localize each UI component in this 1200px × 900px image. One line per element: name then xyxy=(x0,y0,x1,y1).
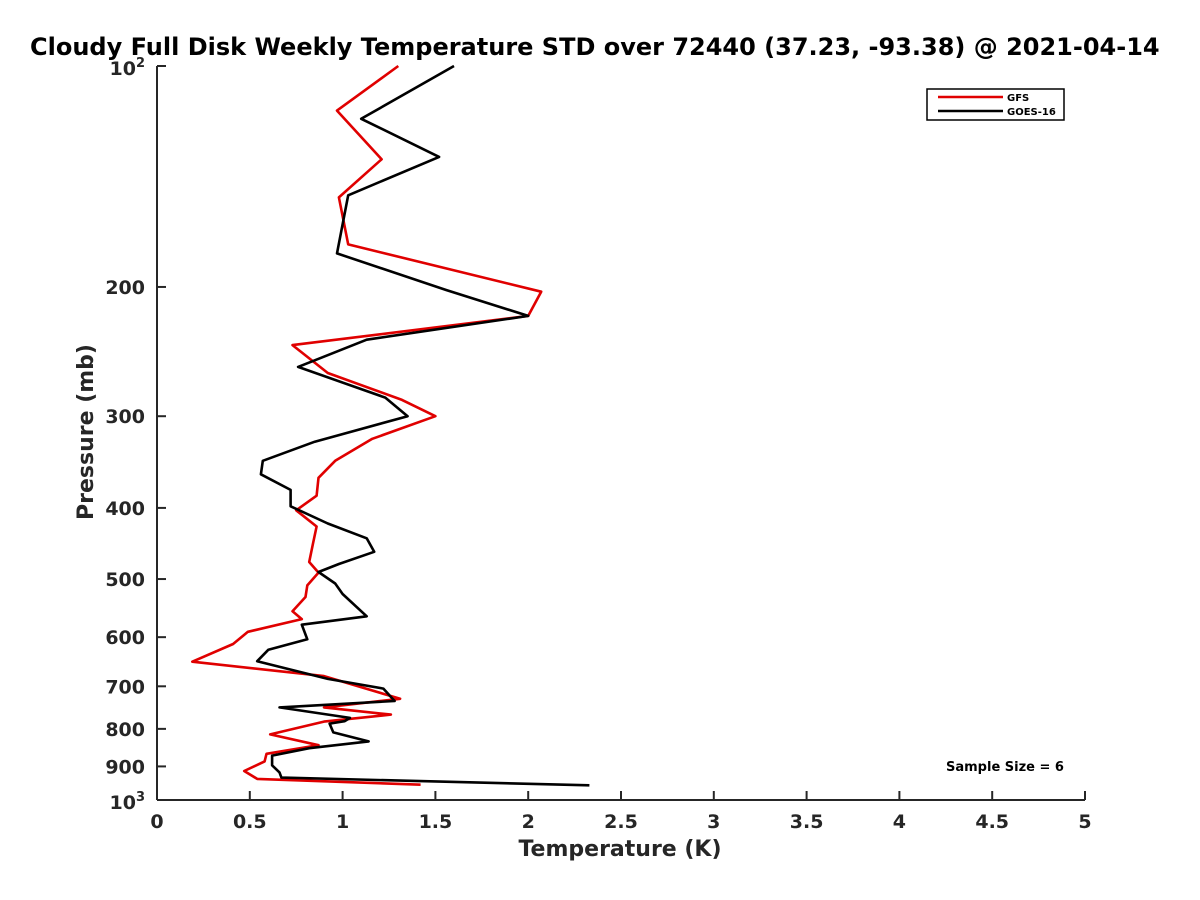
x-tick-label: 3 xyxy=(707,811,720,833)
series-lines xyxy=(191,64,590,787)
y-tick-label: 200 xyxy=(105,277,145,299)
y-tick-label: 400 xyxy=(105,498,145,520)
x-tick-label: 3.5 xyxy=(790,811,824,833)
y-tick-exponent: 3 xyxy=(136,790,145,805)
y-tick-label: 300 xyxy=(105,406,145,428)
legend-box xyxy=(926,88,1065,121)
y-tick-label: 600 xyxy=(105,627,145,649)
legend-label: GFS xyxy=(1007,93,1029,104)
x-tick-label: 1.5 xyxy=(419,811,453,833)
x-tick-label: 1 xyxy=(336,811,349,833)
y-axis-label: Pressure (mb) xyxy=(74,344,99,520)
y-tick-label-power: 102 xyxy=(110,56,146,80)
y-tick-label: 500 xyxy=(105,569,145,591)
x-tick-label: 5 xyxy=(1078,811,1091,833)
sample-size-annotation: Sample Size = 6 xyxy=(946,760,1064,775)
legend-label: GOES-16 xyxy=(1007,107,1056,118)
axes: 0 0.5 1 1.5 2 2.5 3 3.5 4 4.5 51022003004005006007… xyxy=(105,56,1091,833)
x-tick-label: 0 xyxy=(150,811,163,833)
legend: GFS GOES-16 xyxy=(926,88,1065,121)
y-tick-label: 900 xyxy=(105,756,145,778)
x-tick-label: 4.5 xyxy=(975,811,1009,833)
series-line-goes-16 xyxy=(255,64,590,787)
x-axis-label: Temperature (K) xyxy=(518,837,721,862)
chart-title: Cloudy Full Disk Weekly Temperature STD … xyxy=(30,33,1160,61)
series-line-gfs xyxy=(191,64,543,786)
y-tick-base: 10 xyxy=(110,58,136,80)
x-tick-label: 2.5 xyxy=(604,811,638,833)
y-tick-label: 700 xyxy=(105,676,145,698)
x-tick-label: 4 xyxy=(893,811,906,833)
y-tick-exponent: 2 xyxy=(136,56,145,71)
y-tick-label: 800 xyxy=(105,719,145,741)
x-tick-label: 0.5 xyxy=(233,811,267,833)
y-tick-base: 10 xyxy=(110,792,136,814)
x-tick-label: 2 xyxy=(522,811,535,833)
y-tick-label-power: 103 xyxy=(110,790,146,814)
